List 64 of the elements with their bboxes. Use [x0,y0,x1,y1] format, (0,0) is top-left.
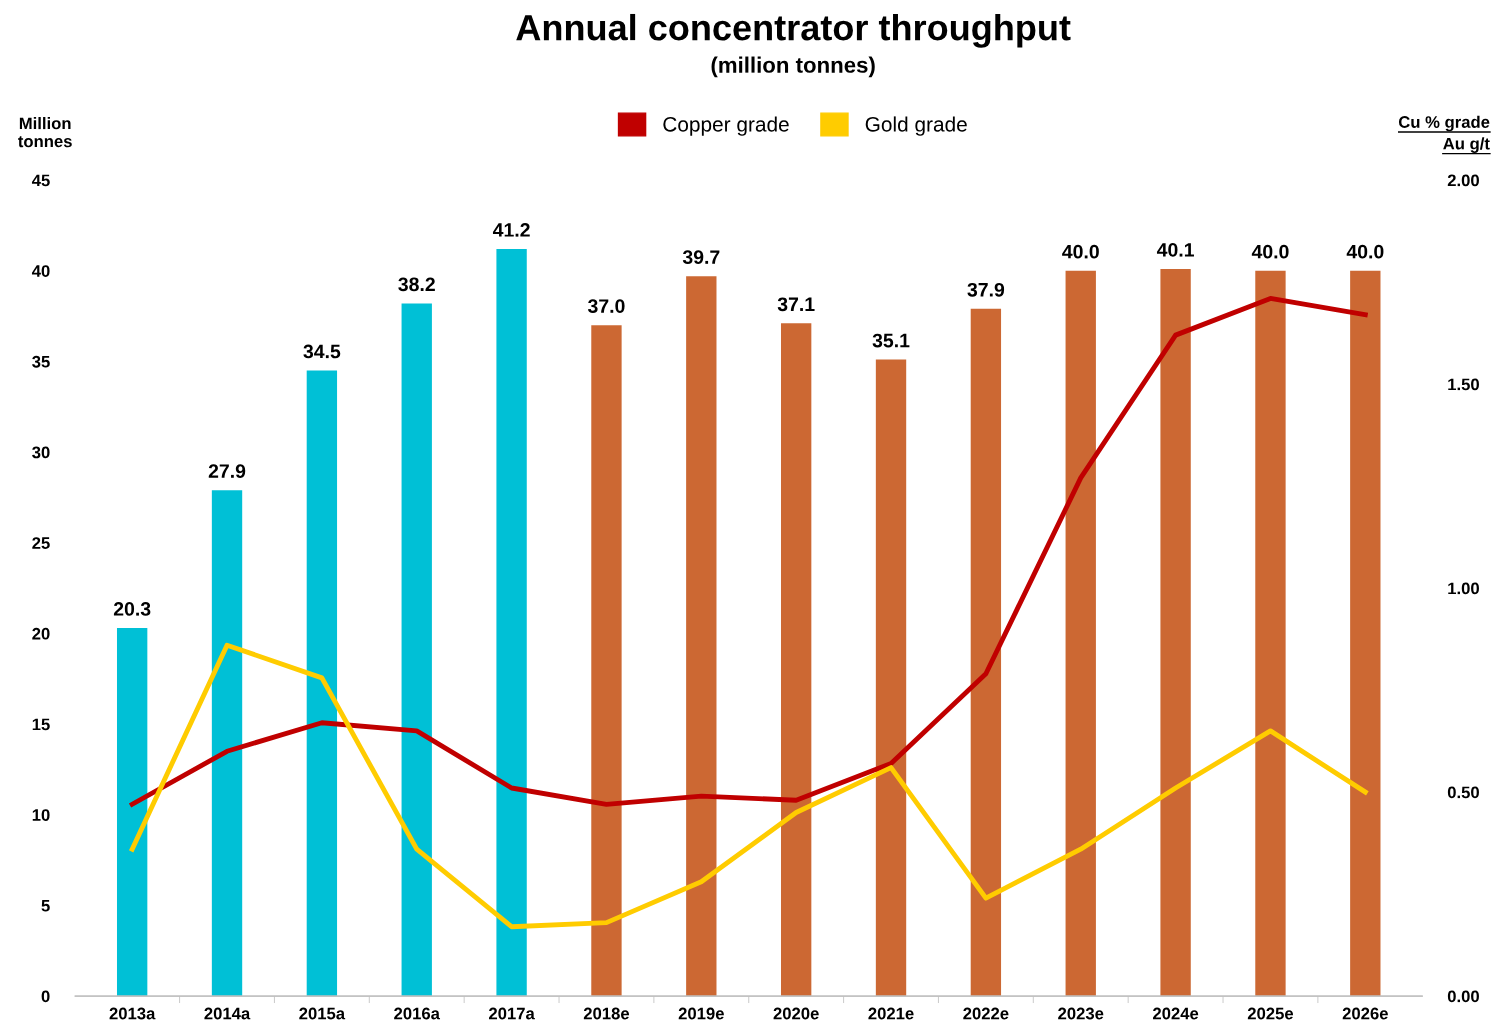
data-label: 20.3 [113,602,151,616]
y-axis-title: Million tonnes [18,117,72,148]
x-tick-label: 2021e [868,1007,914,1020]
bar [401,303,432,997]
y-tick-label: 25 [32,537,50,549]
data-label: 38.2 [398,277,435,292]
y-tick-label: 40 [31,265,50,277]
data-label: 40.1 [1156,242,1194,257]
y-tick-label: 10 [32,809,50,821]
line-series [129,642,1368,930]
y-tick-label: 0 [41,990,50,1003]
y-tick-label: 20 [32,627,50,640]
bar [1255,270,1286,997]
legend-label: Copper grade [663,116,789,136]
x-tick-label: 2023e [1058,1007,1104,1020]
x-tick-label: 2015a [299,1007,346,1020]
legend-label: Gold grade [865,116,967,136]
data-label: 41.2 [492,223,530,237]
y-tick-label: 35 [32,355,50,368]
x-tick-label: 2024e [1153,1007,1199,1020]
y-tick-label: 30 [32,446,50,459]
data-label: 37.0 [587,299,625,313]
bar [686,276,717,997]
y2-tick-label: 0.50 [1447,786,1479,799]
y-tick-label: 5 [41,899,50,912]
bar [875,359,907,997]
bar [1350,270,1381,997]
data-label: 34.5 [303,344,341,359]
y2-tick-label: 2.00 [1447,174,1479,187]
bar [1065,270,1096,997]
x-tick-label: 2022e [963,1007,1009,1020]
y-tick-label: 45 [31,174,50,187]
bar [116,627,148,997]
data-label: 39.7 [682,250,720,265]
chart-subtitle: (million tonnes) [711,56,875,78]
bar [211,490,243,997]
x-tick-label: 2014a [204,1007,251,1020]
x-tick-label: 2020e [773,1007,819,1020]
x-tick-label: 2018e [583,1007,630,1020]
data-label: 27.9 [208,464,246,478]
data-label: 40.0 [1062,244,1099,259]
chart-title: Annual concentrator throughput [516,13,1071,48]
x-tick-label: 2026e [1342,1007,1388,1020]
bar [496,248,527,997]
data-label: 37.1 [777,297,815,312]
y-tick-label: 15 [32,718,50,731]
y2-tick-label: 0.00 [1447,990,1479,1003]
y2-tick-label: 1.50 [1448,378,1479,391]
bar [970,308,1002,997]
bar [306,370,338,997]
x-tick-label: 2013a [109,1007,156,1020]
data-label: 40.0 [1346,244,1384,259]
x-tick-label: 2019e [678,1007,724,1020]
x-tick-label: 2017a [489,1007,535,1020]
data-label: 35.1 [872,333,910,348]
data-label: 37.9 [967,282,1005,297]
y2-axis-title: Cu % grade Au g/t [1398,115,1490,153]
bar [780,323,812,997]
bar [591,325,622,997]
bar [1160,268,1191,997]
data-label: 40.0 [1251,244,1289,259]
y2-tick-label: 1.00 [1448,582,1479,595]
x-tick-label: 2016a [394,1007,441,1020]
x-tick-label: 2025e [1247,1007,1294,1020]
